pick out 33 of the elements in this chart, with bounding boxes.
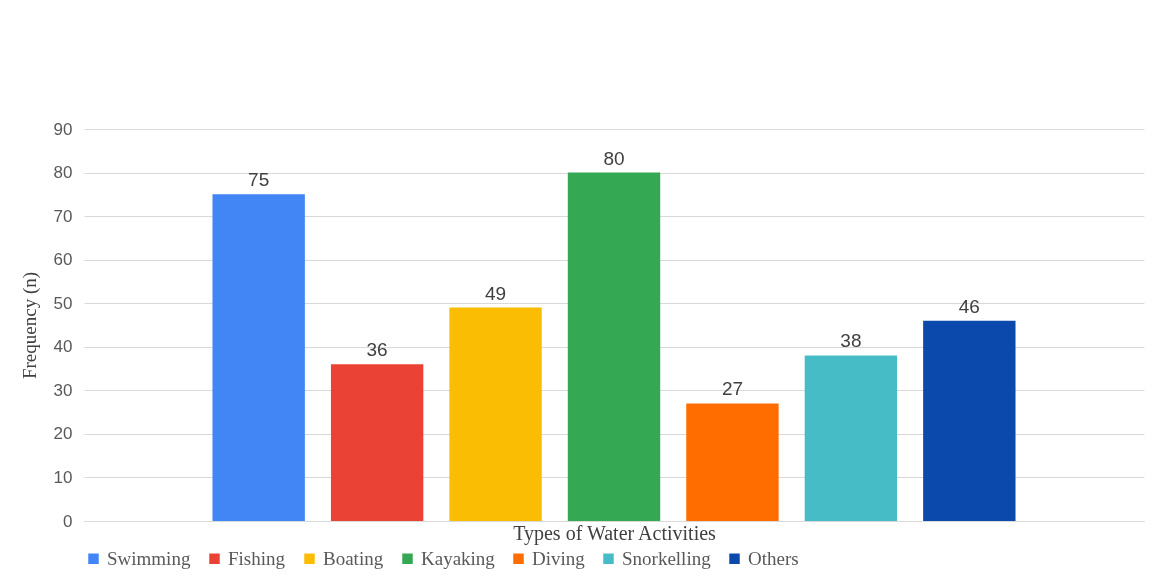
legend-label: Swimming bbox=[107, 547, 191, 569]
y-axis-title: Frequency (n) bbox=[18, 271, 41, 380]
y-tick-label: 10 bbox=[53, 467, 73, 487]
data-label: 80 bbox=[603, 147, 625, 169]
bar bbox=[330, 364, 424, 521]
data-label: 46 bbox=[958, 295, 980, 317]
bar bbox=[449, 307, 542, 521]
data-label: 36 bbox=[366, 339, 388, 361]
y-tick-label: 20 bbox=[53, 424, 73, 444]
bar bbox=[212, 194, 305, 521]
y-tick-label: 90 bbox=[53, 119, 73, 139]
y-tick-label: 40 bbox=[53, 337, 73, 357]
y-tick-label: 80 bbox=[53, 163, 73, 183]
y-tick-label: 50 bbox=[53, 293, 73, 313]
legend-label: Kayaking bbox=[421, 547, 496, 569]
bar bbox=[804, 355, 898, 521]
bar bbox=[686, 403, 779, 521]
x-axis-title: Types of Water Activities bbox=[513, 521, 717, 545]
data-label: 38 bbox=[840, 330, 862, 352]
y-tick-label: 60 bbox=[53, 250, 73, 270]
legend-label: Diving bbox=[532, 547, 586, 569]
data-label: 49 bbox=[484, 282, 507, 304]
legend-label: Snorkelling bbox=[622, 547, 712, 569]
legend-label: Others bbox=[748, 547, 799, 569]
legend-label: Boating bbox=[323, 547, 384, 569]
legend-label: Fishing bbox=[228, 547, 286, 569]
y-tick-label: 30 bbox=[53, 380, 73, 400]
data-label: 27 bbox=[721, 378, 744, 400]
y-tick-label: 0 bbox=[63, 511, 73, 531]
y-tick-label: 70 bbox=[53, 206, 73, 226]
bar bbox=[923, 320, 1016, 521]
bar bbox=[567, 172, 661, 521]
data-label: 75 bbox=[248, 169, 270, 191]
